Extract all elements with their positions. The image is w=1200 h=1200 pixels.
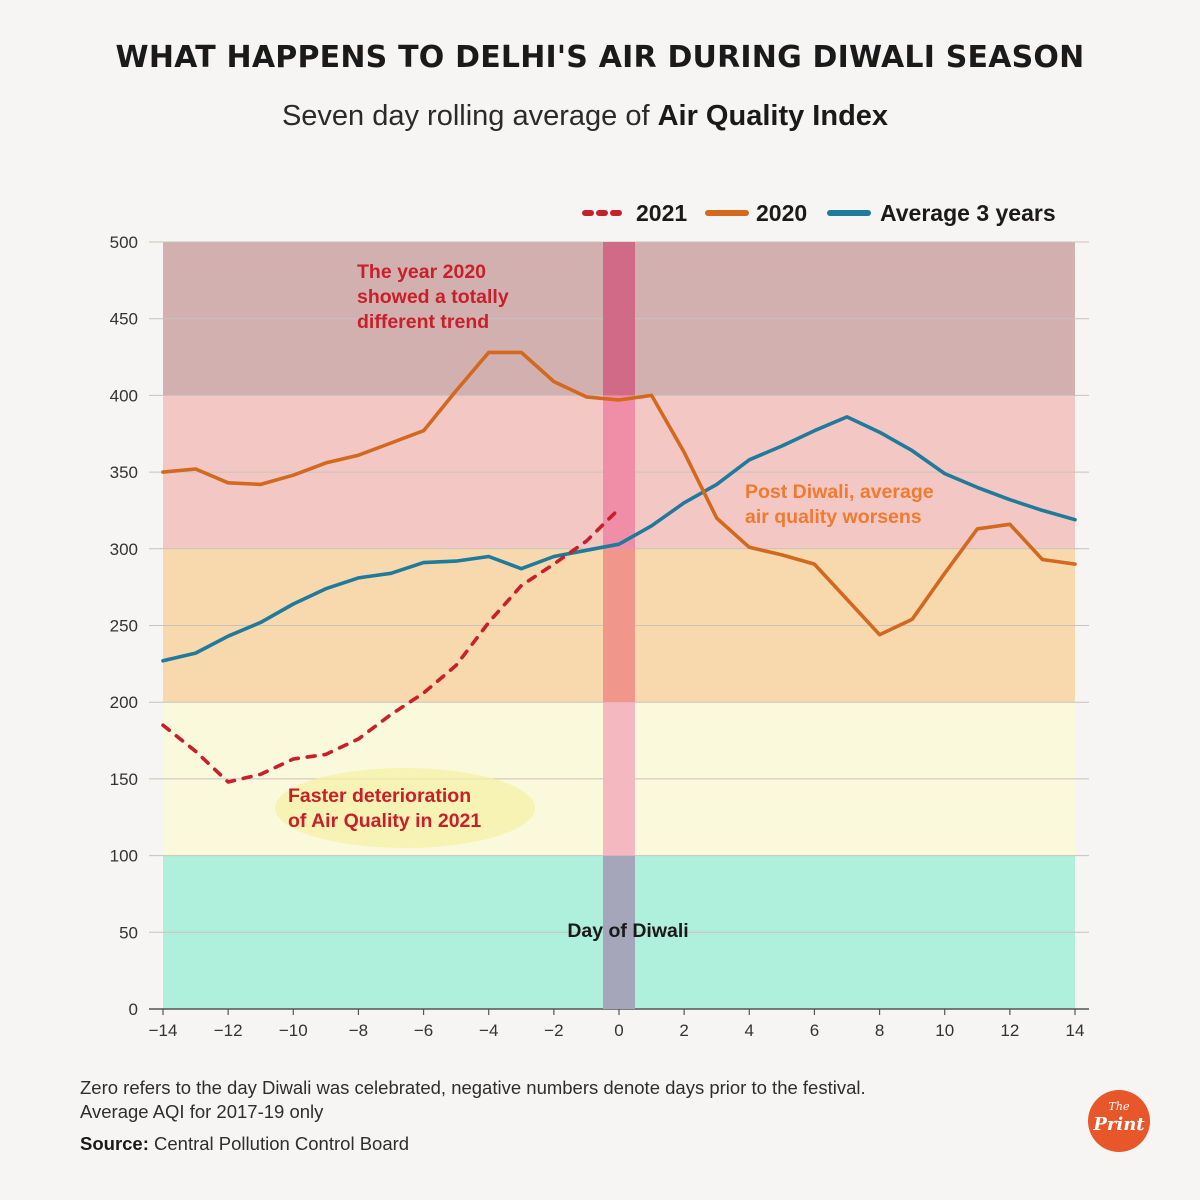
- diwali-band-segment-200: [603, 548, 635, 703]
- legend-label-2021: 2021: [636, 200, 687, 226]
- series-line-average-3-years: [161, 415, 1077, 663]
- y-tick-label-150: 150: [110, 770, 138, 789]
- theprint-logo: The Print: [1088, 1090, 1150, 1152]
- x-tick-label--14: −14: [149, 1021, 178, 1040]
- diwali-band-segment-300: [603, 395, 635, 549]
- y-tick-label-400: 400: [110, 386, 138, 405]
- chart-subtitle: Seven day rolling average of Air Quality…: [0, 100, 1170, 133]
- y-tick-label-0: 0: [129, 1000, 138, 1019]
- x-tick-label-2: 2: [679, 1021, 688, 1040]
- series-line-2020: [161, 350, 1077, 637]
- annotation-3-line-0: Day of Diwali: [567, 920, 688, 942]
- x-tick-label-8: 8: [875, 1021, 884, 1040]
- annotation-highlight: [275, 768, 535, 848]
- x-tick-label-4: 4: [745, 1021, 754, 1040]
- legend: 2021 2020 Average 3 years: [582, 200, 1056, 226]
- footnote-line-1: Zero refers to the day Diwali was celebr…: [80, 1077, 866, 1098]
- x-tick-label-10: 10: [935, 1021, 954, 1040]
- x-tick-label--10: −10: [279, 1021, 308, 1040]
- annotation-0-line-0: The year 2020: [357, 261, 486, 283]
- logo-the: The: [1108, 1100, 1130, 1113]
- footnote: Zero refers to the day Diwali was celebr…: [80, 1076, 866, 1124]
- diwali-band-segment-100: [603, 702, 635, 856]
- diwali-band-segment-400: [603, 242, 635, 396]
- source-note: Source: Central Pollution Control Board: [80, 1133, 409, 1155]
- x-tick-label-0: 0: [614, 1021, 623, 1040]
- chart-title: WHAT HAPPENS TO DELHI'S AIR DURING DIWAL…: [115, 40, 1085, 75]
- source-label: Source:: [80, 1133, 149, 1154]
- y-tick-label-450: 450: [110, 310, 138, 329]
- x-tick-label--8: −8: [349, 1021, 368, 1040]
- x-tick-label--4: −4: [479, 1021, 498, 1040]
- annotation-1-line-1: of Air Quality in 2021: [288, 810, 481, 832]
- annotation-0-line-2: different trend: [357, 311, 489, 333]
- x-tick-label-12: 12: [1000, 1021, 1019, 1040]
- annotation-0-line-1: showed a totally: [357, 286, 509, 308]
- source-text: Central Pollution Control Board: [148, 1133, 410, 1154]
- x-tick-label-6: 6: [810, 1021, 819, 1040]
- logo-print: Print: [1093, 1114, 1145, 1135]
- y-tick-label-350: 350: [110, 463, 138, 482]
- diwali-band-segment-0: [603, 855, 635, 1009]
- y-tick-label-300: 300: [110, 540, 138, 559]
- x-tick-label--6: −6: [414, 1021, 433, 1040]
- series-line-2021: [161, 507, 621, 784]
- annotation-2-line-0: Post Diwali, average: [745, 481, 934, 503]
- x-tick-label--12: −12: [214, 1021, 243, 1040]
- y-tick-label-500: 500: [110, 233, 138, 252]
- annotation-2-line-1: air quality worsens: [745, 506, 922, 528]
- y-tick-label-100: 100: [110, 847, 138, 866]
- x-axis: −14 −12 −10 −8 −6 −4 −2 0 2 4 6 8 10 12 14: [149, 1009, 1085, 1040]
- subtitle-bold: Air Quality Index: [657, 100, 889, 132]
- legend-label-2020: 2020: [756, 200, 807, 226]
- legend-label-average-3-years: Average 3 years: [880, 200, 1056, 226]
- diwali-day-band: [603, 242, 635, 1009]
- x-tick-label-14: 14: [1066, 1021, 1085, 1040]
- annotations: The year 2020 showed a totally different t…: [275, 261, 934, 942]
- annotation-1-line-0: Faster deterioration: [288, 785, 471, 807]
- y-axis: 0 50 100 150 200 250 300 350 400 450 500: [110, 233, 138, 1019]
- y-tick-label-250: 250: [110, 617, 138, 636]
- series-lines: [161, 350, 1077, 784]
- subtitle-prefix: Seven day rolling average of: [281, 100, 658, 132]
- footnote-line-2: Average AQI for 2017-19 only: [80, 1101, 324, 1122]
- y-tick-label-50: 50: [119, 923, 138, 942]
- y-tick-label-200: 200: [110, 693, 138, 712]
- x-tick-label--2: −2: [544, 1021, 563, 1040]
